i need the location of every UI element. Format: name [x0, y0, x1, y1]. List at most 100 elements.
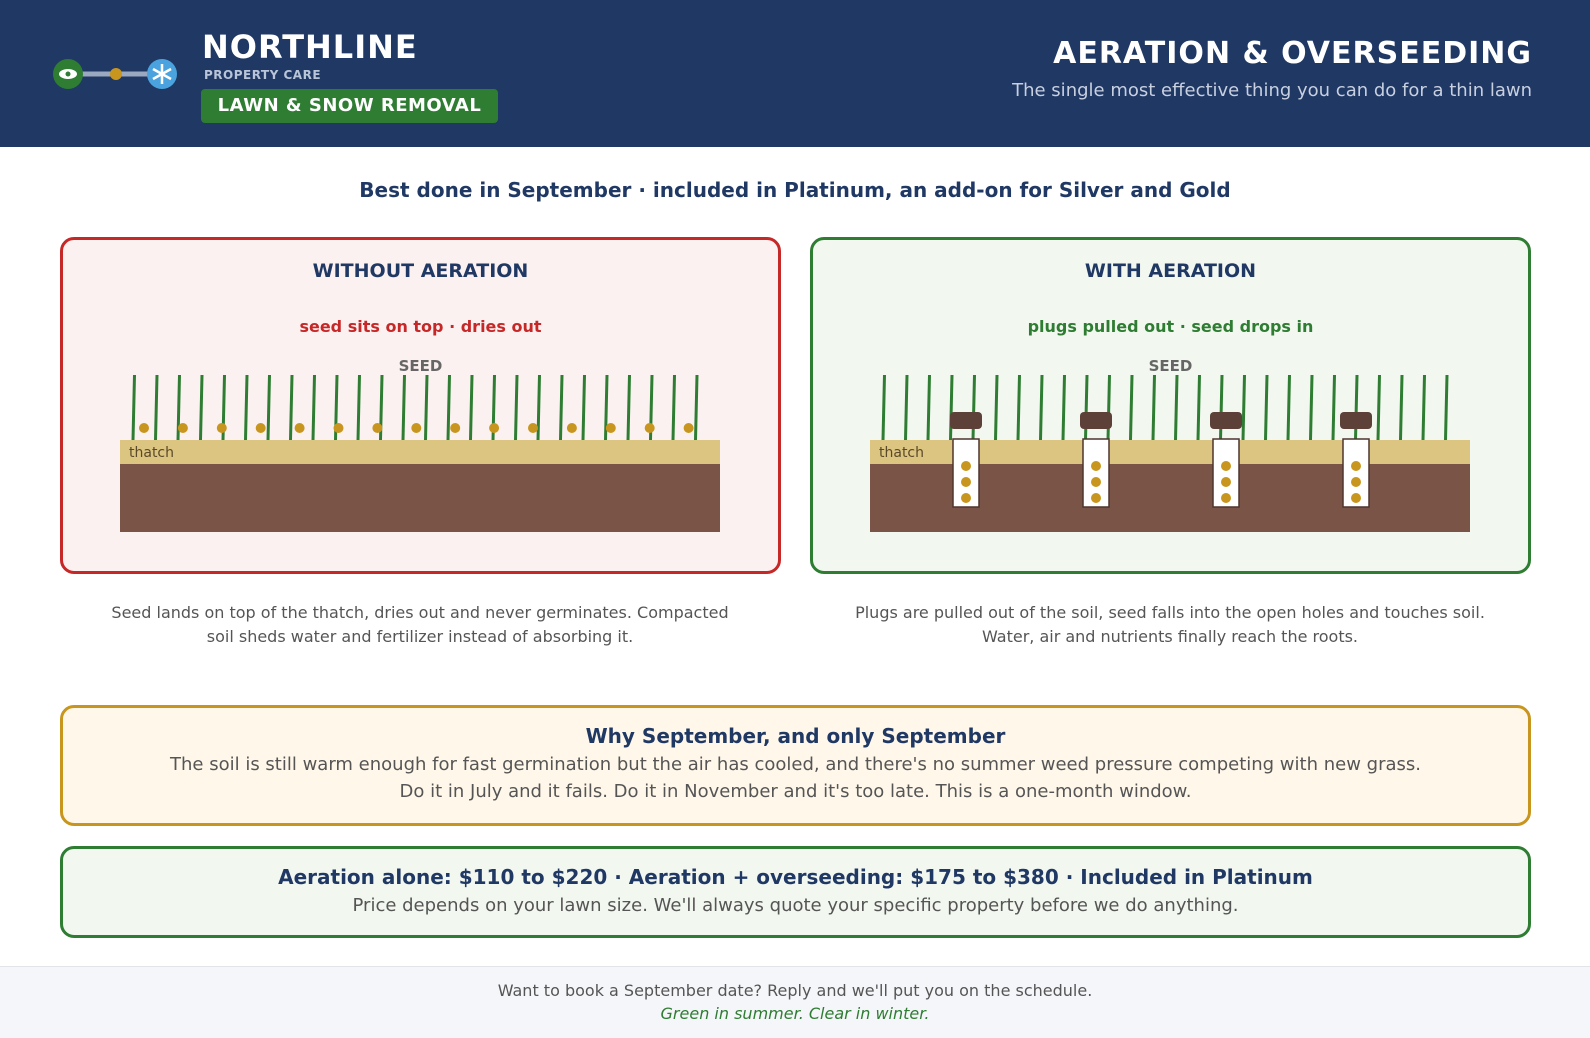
grass-blade: [1309, 374, 1314, 441]
grass-blade: [154, 374, 159, 441]
grass-blade: [131, 374, 136, 441]
plug: [1340, 412, 1372, 429]
grass-blade: [1241, 374, 1246, 441]
grass-blade: [926, 374, 931, 441]
why-line: The soil is still warm enough for fast g…: [170, 754, 1421, 775]
panel-title: WITH AERATION: [1084, 260, 1257, 282]
seed: [411, 423, 422, 433]
grass-blade: [1286, 374, 1291, 441]
price-box: Aeration alone: $110 to $220 · Aeration …: [60, 846, 1531, 938]
panel-caption: plugs pulled out · seed drops in: [1027, 317, 1314, 336]
grass-blade: [1129, 374, 1134, 441]
seed: [450, 423, 461, 433]
seed: [1221, 461, 1231, 471]
grass-blade: [356, 374, 361, 441]
grass-blade: [559, 374, 564, 441]
seed: [255, 423, 266, 433]
seed: [528, 423, 538, 433]
grass-blade: [1061, 374, 1066, 441]
plug: [950, 412, 982, 429]
grass-blade: [469, 374, 474, 441]
logo: [53, 59, 177, 89]
grass-blade: [1039, 374, 1044, 441]
seed: [489, 423, 500, 433]
grass-blade: [1219, 374, 1224, 441]
grass-blade: [904, 374, 909, 441]
grass-blade: [289, 374, 294, 441]
diagram: thatch: [870, 374, 1470, 532]
grass-blade: [1331, 374, 1336, 441]
seed: [1221, 493, 1231, 503]
seed: [644, 423, 655, 433]
grass-blade: [266, 374, 271, 441]
seed: [333, 423, 344, 433]
panel-title: WITHOUT AERATION: [312, 260, 529, 282]
seed: [294, 423, 305, 433]
seed: [139, 423, 149, 433]
seed: [683, 423, 694, 433]
grass-blade: [446, 374, 451, 441]
brand: NORTHLINE: [202, 28, 418, 66]
seed: [1091, 493, 1101, 503]
footer: Want to book a September date? Reply and…: [0, 966, 1590, 1038]
seed: [961, 461, 971, 471]
thatch-label: thatch: [879, 445, 924, 461]
seed: [961, 493, 971, 503]
description: Plugs are pulled out of the soil, seed f…: [855, 603, 1485, 646]
grass-blade: [626, 374, 631, 441]
intro: Best done in September · included in Pla…: [359, 178, 1231, 202]
grass-blade: [1354, 374, 1359, 441]
diagram: thatch: [120, 374, 720, 532]
grass-blade: [604, 374, 609, 441]
grass-blade: [1444, 374, 1449, 441]
grass-blade: [671, 374, 676, 441]
grass-blade: [1151, 374, 1156, 441]
grass-blade: [424, 374, 429, 441]
badge: LAWN & SNOW REMOVAL: [201, 89, 498, 123]
grass-blade: [881, 374, 886, 441]
grass-blade: [1106, 374, 1111, 441]
soil: [120, 464, 720, 532]
grass-blade: [1174, 374, 1179, 441]
seed: [1351, 493, 1361, 503]
header: NORTHLINE PROPERTY CARE LAWN & SNOW REMO…: [0, 0, 1590, 147]
thatch: [120, 440, 720, 464]
seed: [177, 423, 188, 433]
grass-blade: [1376, 374, 1381, 441]
grass-blade: [971, 374, 976, 441]
grass-blade: [1196, 374, 1201, 441]
seed: [1221, 477, 1231, 487]
seed: [1091, 477, 1101, 487]
grass-blade: [1421, 374, 1426, 441]
grass-blade: [1016, 374, 1021, 441]
slogan: Green in summer. Clear in winter.: [660, 1004, 930, 1023]
seed: [1351, 477, 1361, 487]
seed: [372, 423, 383, 433]
why-title: Why September, and only September: [585, 724, 1006, 748]
price-text: Price depends on your lawn size. We'll a…: [352, 895, 1239, 916]
grass-blade: [1264, 374, 1269, 441]
tagline: PROPERTY CARE: [204, 68, 322, 82]
panel: WITH AERATION plugs pulled out · seed dro…: [810, 237, 1531, 574]
grass-blade: [949, 374, 954, 441]
grass-blade: [199, 374, 204, 441]
plug: [1080, 412, 1112, 429]
grass-blade: [1084, 374, 1089, 441]
page-title: AERATION & OVERSEEDING: [1053, 36, 1532, 71]
seed-label: SEED: [1148, 357, 1193, 375]
seed: [566, 423, 577, 433]
seed-label: SEED: [398, 357, 443, 375]
footer-text: Want to book a September date? Reply and…: [497, 981, 1093, 1000]
seed: [961, 477, 971, 487]
plug: [1210, 412, 1242, 429]
seed: [1351, 461, 1361, 471]
grass-blade: [536, 374, 541, 441]
description: Seed lands on top of the thatch, dries o…: [111, 603, 729, 646]
price-title: Aeration alone: $110 to $220 · Aeration …: [278, 865, 1313, 889]
grass-blade: [581, 374, 586, 441]
seed: [1091, 461, 1101, 471]
grass-blade: [311, 374, 316, 441]
panel: WITHOUT AERATION seed sits on top · dries…: [60, 237, 781, 574]
grass-blade: [694, 374, 699, 441]
